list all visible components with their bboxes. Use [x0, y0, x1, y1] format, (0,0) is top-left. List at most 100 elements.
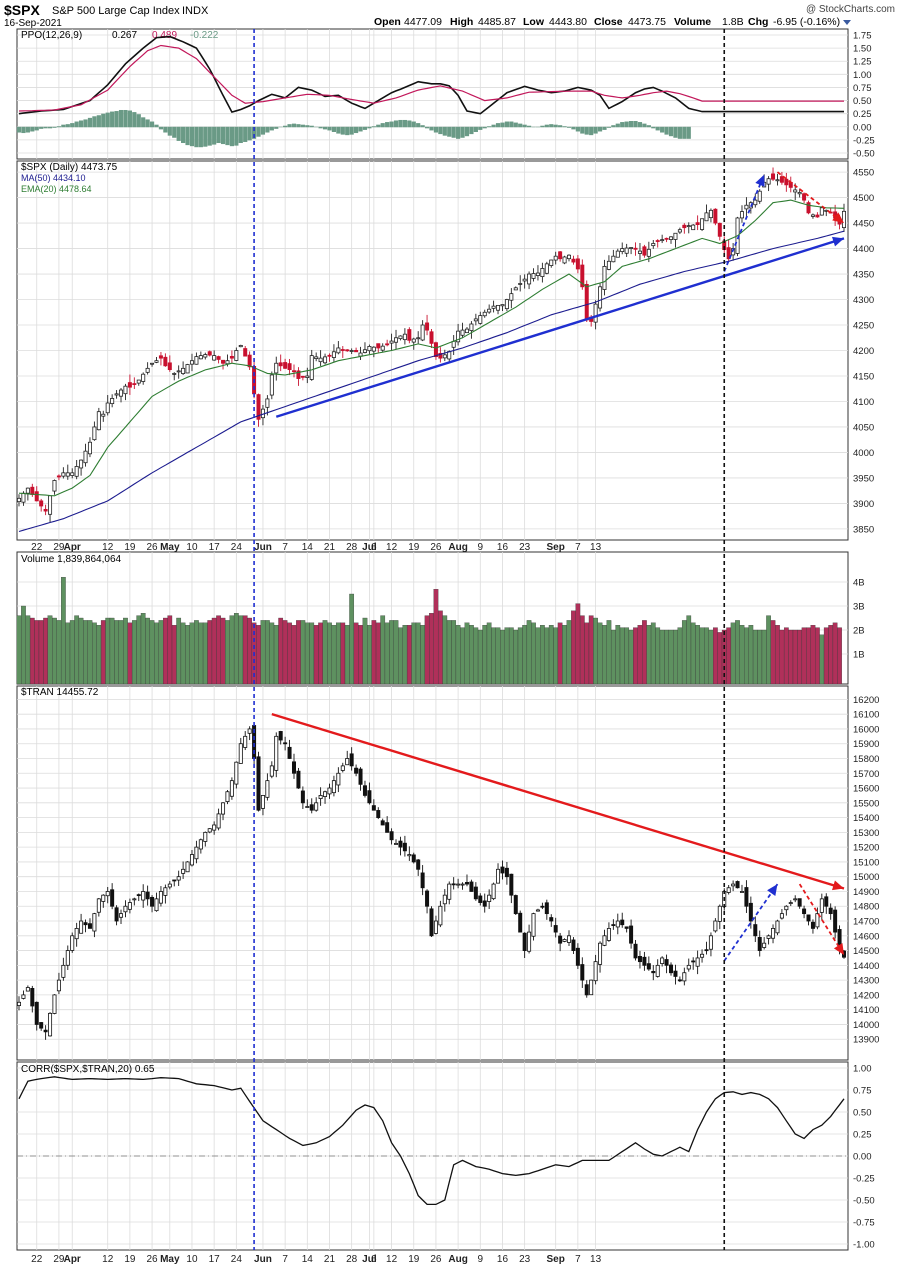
tran-candle-body — [278, 731, 283, 741]
ppo-histogram-bar — [464, 126, 470, 137]
x-axis-tick-label: 13 — [590, 1254, 602, 1265]
spx-candle-body — [425, 322, 430, 331]
tran-candle — [682, 967, 687, 986]
tran-candle — [806, 914, 811, 926]
open-value: 4477.09 — [404, 16, 442, 28]
x-axis-tick-label: 19 — [408, 542, 420, 553]
tran-candle-body — [283, 742, 288, 745]
volume-bar — [504, 627, 510, 685]
tran-candle-body — [509, 873, 514, 896]
tran-candle — [283, 736, 288, 751]
tran-candle-body — [700, 953, 705, 958]
tran-candle-body — [119, 913, 124, 918]
tran-candle-body — [655, 964, 660, 977]
volume-bar — [260, 620, 266, 685]
spx-candle-body — [522, 278, 527, 282]
spx-candle — [700, 218, 705, 232]
spx-candle — [411, 337, 416, 350]
spx-candle-body — [553, 255, 558, 261]
tran-candle-body — [544, 902, 549, 915]
volume-bar — [194, 620, 199, 685]
spx-candle — [642, 244, 647, 258]
tran-candle — [158, 886, 163, 907]
tran-candle — [269, 761, 274, 779]
spx-candle — [96, 407, 101, 431]
spx-candle-body — [132, 383, 137, 385]
ppo-histogram-bar — [114, 111, 119, 128]
spx-candle-body — [345, 349, 350, 352]
spx-candle — [101, 410, 106, 422]
volume-bar — [163, 617, 168, 685]
spx-candle — [172, 372, 177, 381]
spx-candle-body — [189, 360, 194, 365]
ppo-histogram-bar — [52, 126, 57, 128]
volume-bar — [176, 617, 182, 685]
ppo-histogram-bar — [149, 121, 155, 128]
spx-candle-body — [212, 355, 217, 361]
tran-panel: 16200 16100 16000 15900 15800 15700 15600 15500… — [16, 685, 879, 1061]
ppo-histogram-bar — [362, 126, 368, 130]
volume-bar — [415, 622, 421, 685]
tran-candle — [810, 919, 815, 934]
ppo-histogram-bar — [110, 111, 115, 128]
close-label: Close — [594, 16, 623, 28]
volume-bar — [429, 613, 434, 685]
ppo-histogram-bar — [628, 121, 634, 128]
volume-bar — [699, 627, 705, 685]
tran-candle — [438, 900, 443, 928]
corr-legend: CORR($SPX,$TRAN,20) 0.65 — [21, 1064, 155, 1075]
ppo-histogram-bar — [305, 125, 310, 128]
volume-bar — [92, 622, 97, 685]
spx-candle — [695, 215, 700, 231]
ppo-histogram-bar — [651, 126, 656, 129]
spx-candle-body — [540, 268, 545, 277]
spx-candle — [753, 193, 758, 208]
volume-bar — [171, 625, 177, 685]
volume-bar — [513, 629, 519, 685]
spx-trendline — [723, 174, 765, 272]
spx-candle — [114, 390, 119, 399]
tran-candle — [420, 865, 425, 896]
spx-candle-body — [620, 248, 625, 252]
spx-candle — [194, 352, 199, 365]
tran-candle-body — [238, 743, 243, 764]
ppo-histogram-bar — [371, 126, 376, 128]
ppo-histogram-bar — [163, 126, 168, 133]
spx-candle — [110, 394, 115, 408]
spx-y-tick-label: 3850 — [853, 524, 874, 535]
x-axis-tick-label: 23 — [519, 1254, 531, 1265]
tran-candle-body — [167, 883, 172, 888]
ppo-histogram-bar — [584, 126, 589, 135]
volume-bar — [637, 625, 643, 685]
tran-candle-body — [30, 988, 35, 1007]
ppo-histogram-bar — [220, 126, 226, 145]
tran-candle-body — [221, 802, 226, 815]
tran-candle-body — [704, 949, 709, 952]
volume-bar — [309, 622, 315, 685]
spx-candle-body — [114, 393, 119, 396]
tran-candle-body — [487, 894, 492, 902]
spx-candle — [571, 255, 576, 265]
tran-candle-body — [194, 846, 199, 860]
tran-y-tick-label: 15900 — [853, 739, 879, 750]
ppo-histogram-bar — [509, 121, 514, 128]
ppo-histogram-bar — [447, 126, 452, 137]
tran-candle — [677, 976, 682, 983]
spx-candle — [531, 268, 536, 282]
ppo-histogram-bar — [518, 123, 523, 128]
spx-candle — [673, 232, 678, 248]
volume-bar — [380, 615, 386, 685]
spx-y-tick-label: 3900 — [853, 499, 874, 510]
ppo-histogram-bar — [487, 126, 492, 128]
spx-candle-body — [185, 364, 190, 374]
tran-candle — [766, 934, 771, 945]
spx-candle — [549, 259, 554, 268]
spx-candle — [340, 346, 345, 358]
ma50-line — [18, 230, 845, 533]
volume-bar — [673, 629, 678, 685]
tran-candle-body — [744, 887, 749, 907]
tran-candle — [296, 767, 301, 789]
volume-bar — [562, 625, 567, 685]
ppo-histogram-bar — [451, 126, 456, 138]
x-axis-tick-label: Jun — [254, 1254, 272, 1265]
